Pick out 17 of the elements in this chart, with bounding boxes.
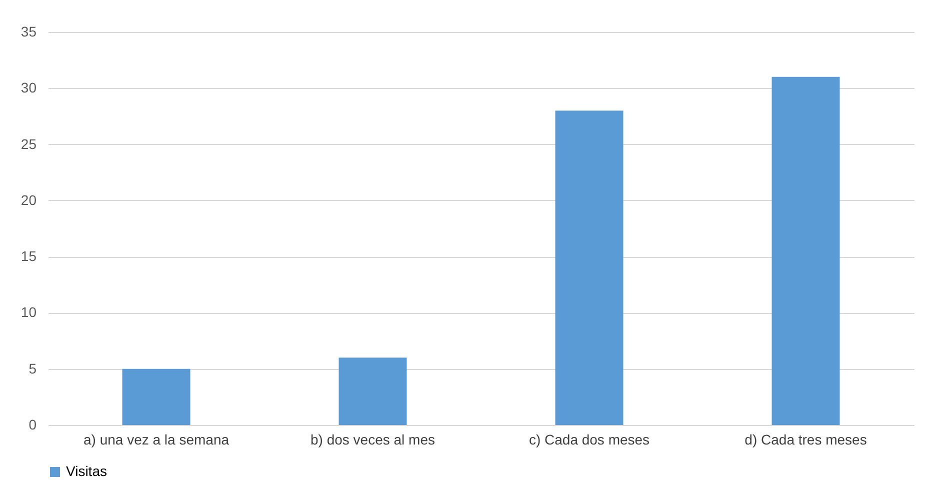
bar — [772, 76, 840, 425]
legend-label: Visitas — [66, 463, 107, 479]
y-tick-label: 10 — [20, 304, 37, 320]
x-tick-label: b) dos veces al mes — [310, 432, 435, 448]
y-tick-label: 25 — [20, 136, 37, 152]
x-tick-label: d) Cada tres meses — [744, 432, 867, 448]
y-tick-label: 20 — [20, 192, 37, 208]
y-tick-label: 35 — [20, 24, 37, 40]
bar — [122, 368, 190, 425]
x-tick-label: a) una vez a la semana — [83, 432, 230, 448]
x-tick-label: c) Cada dos meses — [528, 432, 650, 448]
y-tick-label: 0 — [28, 416, 37, 432]
y-tick-label: 30 — [20, 80, 37, 96]
y-tick-label: 15 — [20, 248, 37, 264]
bar — [338, 358, 407, 425]
y-tick-label: 5 — [28, 360, 37, 376]
bar — [555, 110, 624, 425]
